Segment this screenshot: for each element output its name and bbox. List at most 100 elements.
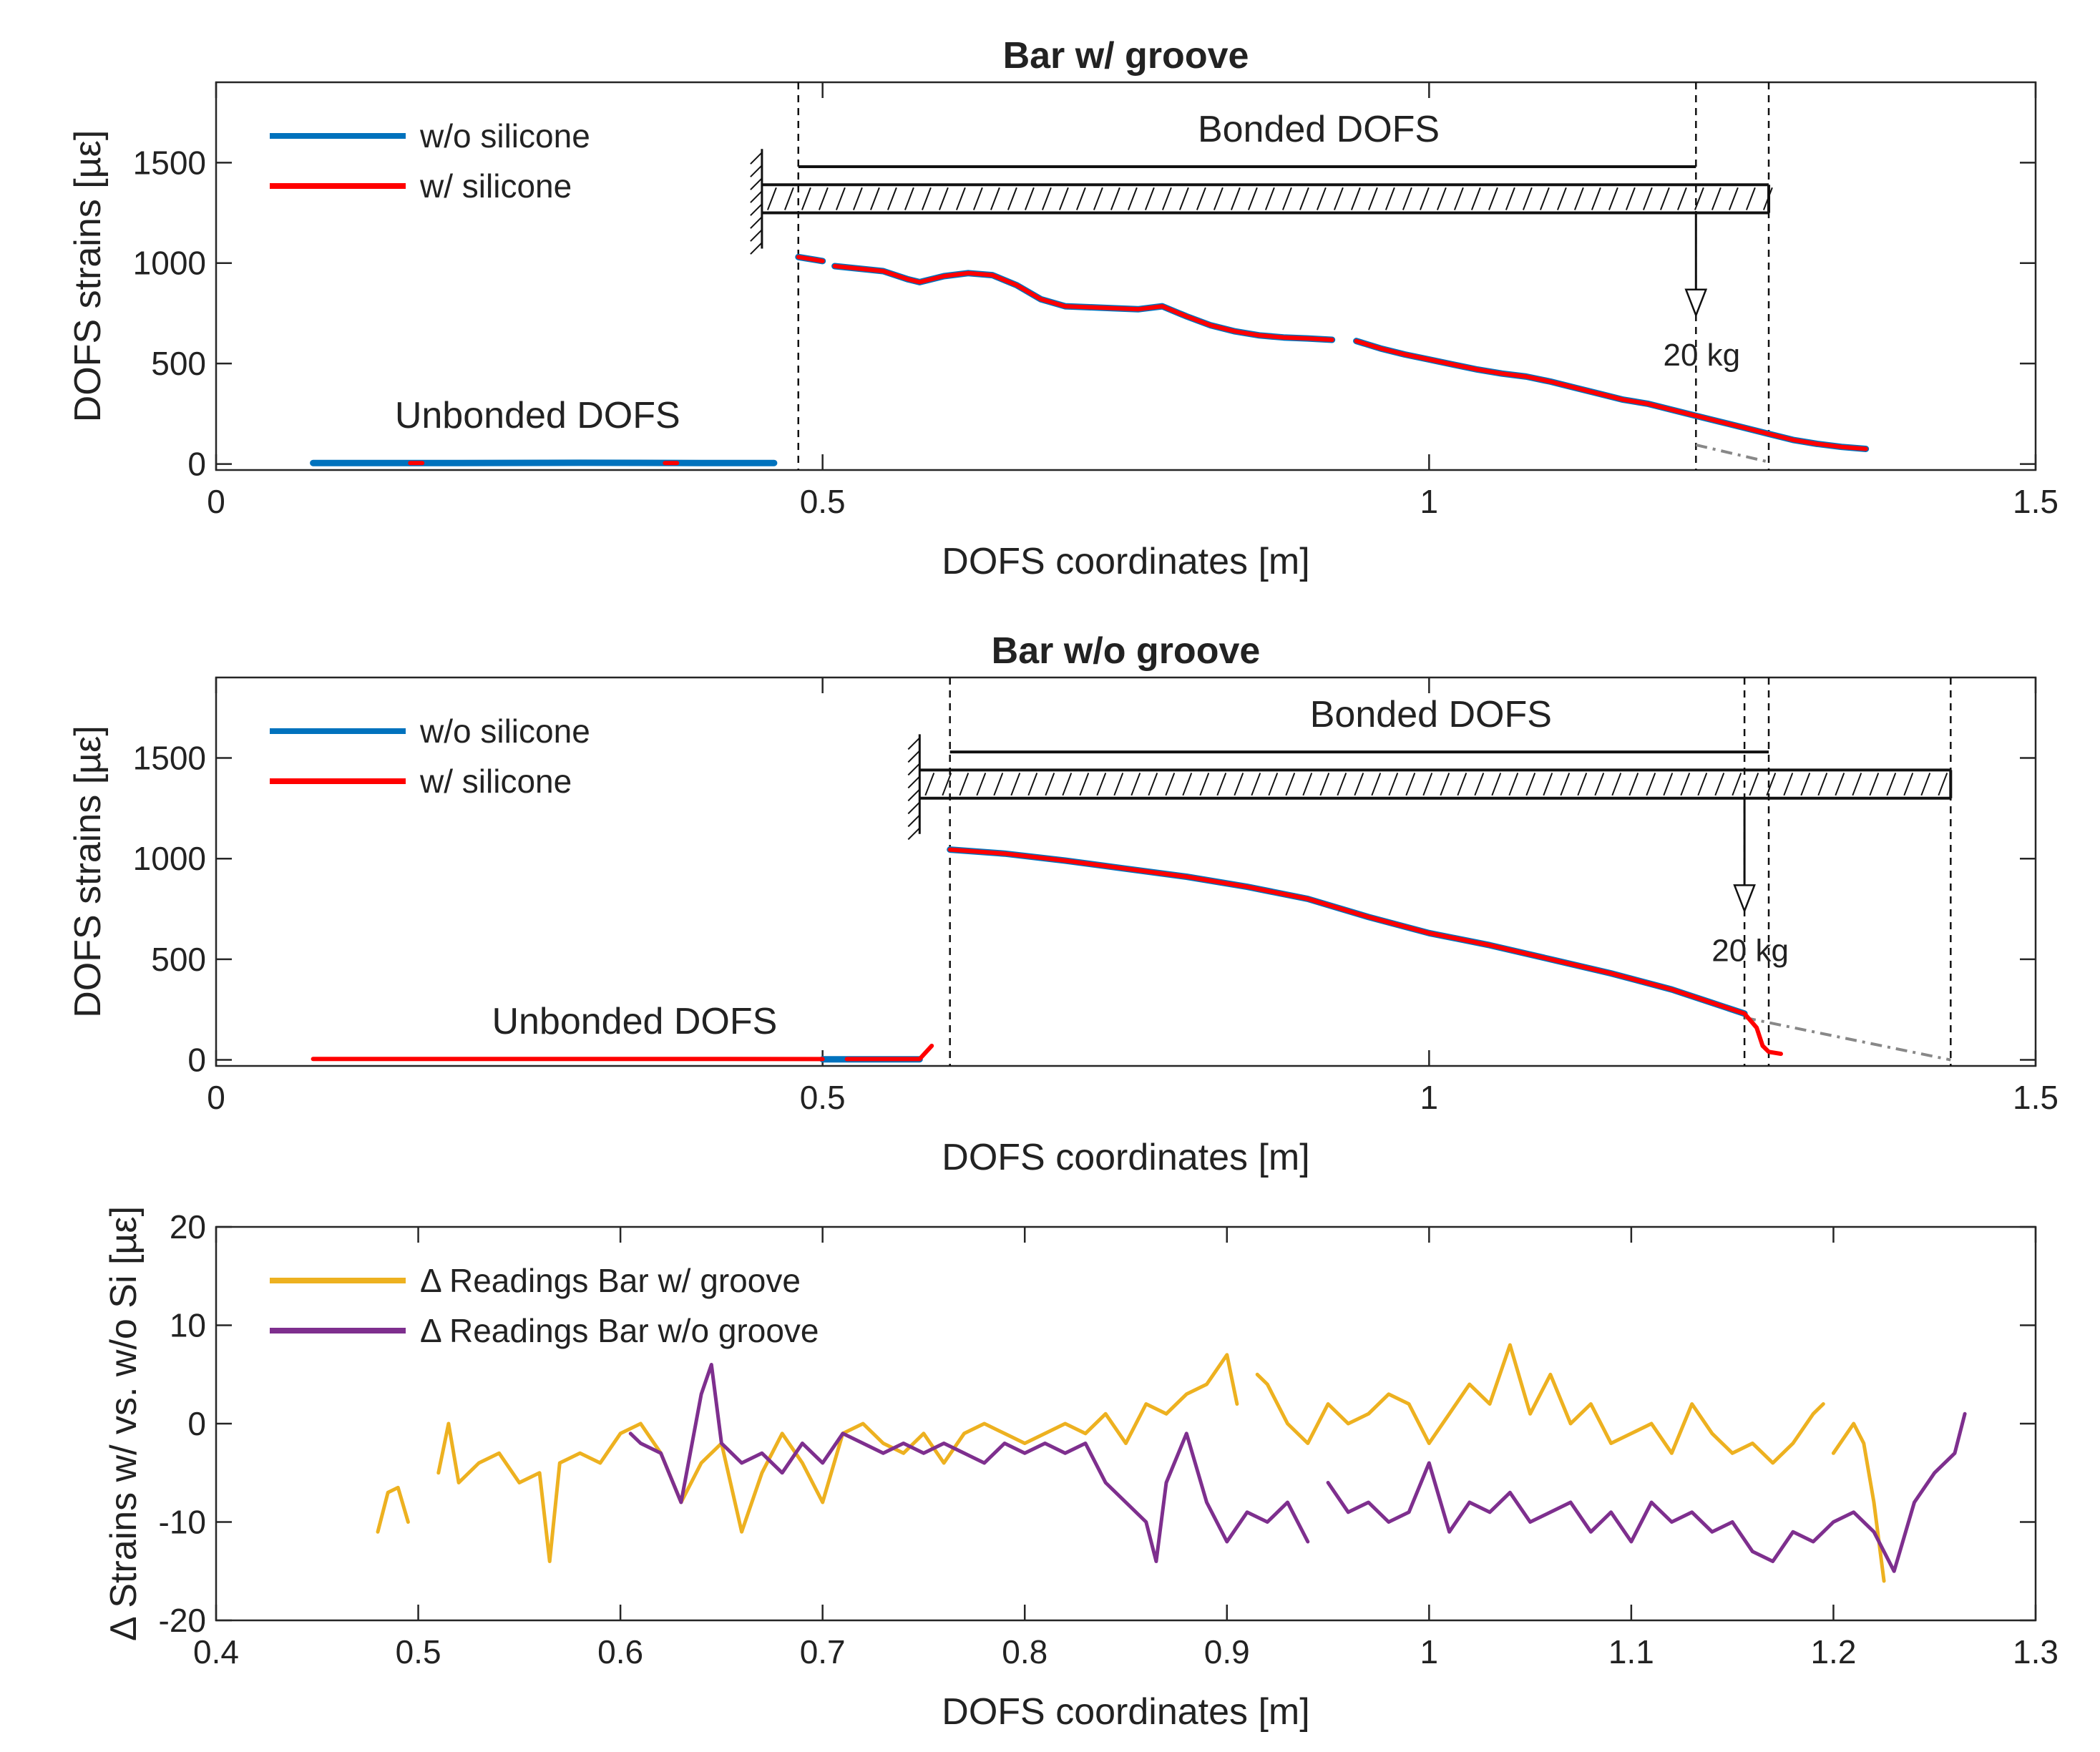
wall-hatch xyxy=(750,229,763,242)
beam-hatch xyxy=(1697,773,1708,796)
beam-hatch xyxy=(1628,773,1639,796)
y-tick-label: 500 xyxy=(151,345,206,382)
y-tick-label: 1500 xyxy=(133,740,206,777)
plot-frame xyxy=(215,81,2037,471)
beam-hatch xyxy=(1938,773,1948,796)
unbonded-label: Unbonded DOFS xyxy=(492,1001,777,1042)
beam-hatch xyxy=(1745,187,1756,210)
beam-hatch xyxy=(1577,773,1588,796)
beam-hatch xyxy=(976,773,987,796)
beam-hatch xyxy=(1749,773,1759,796)
series-1 xyxy=(376,1343,1886,1583)
beam-hatch xyxy=(1316,187,1327,210)
beam-hatch xyxy=(1522,187,1533,210)
beam-hatch xyxy=(1505,187,1515,210)
beam-hatch xyxy=(1216,773,1227,796)
beam-hatch xyxy=(1199,773,1210,796)
series-line xyxy=(376,1485,410,1534)
legend-label: w/o silicone xyxy=(419,117,590,155)
beam-hatch xyxy=(1470,187,1481,210)
legend-label: Δ Readings Bar w/ groove xyxy=(420,1262,801,1299)
y-axis-label: Δ Strains w/ vs. w/o Si [µε] xyxy=(103,1206,145,1641)
beam-hatch xyxy=(1711,187,1721,210)
chart-title: Bar w/ groove xyxy=(1003,35,1249,77)
x-tick-label: 0.8 xyxy=(1002,1633,1047,1670)
chart-3: 0.4 0.5 0.6 0.7 0.8 0.9 1 1.1 1.2 1.3 -20 -10 0 10 20 D… xyxy=(103,1206,2059,1733)
x-tick-label: 0.9 xyxy=(1204,1633,1250,1670)
beam-hatch xyxy=(1560,773,1571,796)
series-line xyxy=(831,263,1336,343)
beam-hatch xyxy=(938,187,949,210)
beam-hatch xyxy=(972,187,983,210)
y-tick-label: 0 xyxy=(187,1405,206,1442)
beam-hatch xyxy=(1234,773,1244,796)
chart-title: Bar w/o groove xyxy=(992,630,1261,672)
beam-hatch xyxy=(1367,187,1378,210)
y-axis-label: DOFS strains [µε] xyxy=(67,725,109,1018)
beam-hatch xyxy=(1079,773,1090,796)
wall-hatch xyxy=(907,763,921,776)
series-line xyxy=(1354,338,1868,451)
beam-hatch xyxy=(1611,773,1622,796)
beam-hatch xyxy=(1337,773,1347,796)
wall-hatch xyxy=(750,216,763,229)
y-tick-label: 10 xyxy=(170,1307,206,1344)
beam-hatch xyxy=(835,187,846,210)
series-line xyxy=(628,1363,1310,1563)
beam-hatch xyxy=(1127,187,1138,210)
beam-hatch xyxy=(1886,773,1897,796)
x-tick-label: 0.5 xyxy=(396,1633,441,1670)
beam-hatch xyxy=(1161,187,1172,210)
wall-hatch xyxy=(750,152,763,165)
wall-hatch xyxy=(750,203,763,216)
legend-label: w/o silicone xyxy=(419,713,590,750)
beam-hatch xyxy=(1405,773,1416,796)
beam-schematic: Bonded DOFS 20 kg Unbonded DOFS xyxy=(492,694,1953,1042)
beam-hatch xyxy=(1663,773,1674,796)
beam-hatch xyxy=(1422,773,1433,796)
beam-hatch xyxy=(1148,773,1158,796)
beam-hatch xyxy=(1268,773,1279,796)
beam-hatch xyxy=(1251,773,1261,796)
legend-label: w/ silicone xyxy=(419,167,572,205)
beam-hatch xyxy=(1646,773,1656,796)
beam-hatch xyxy=(1436,187,1447,210)
series-line xyxy=(1831,1421,1886,1583)
beam-hatch xyxy=(1766,773,1777,796)
wall-hatch xyxy=(907,750,921,763)
y-tick-label: 1000 xyxy=(133,245,206,282)
beam-hatch xyxy=(1488,187,1498,210)
beam-hatch xyxy=(766,187,777,210)
x-tick-label: 1.1 xyxy=(1608,1633,1654,1670)
beam-hatch xyxy=(1852,773,1862,796)
beam-hatch xyxy=(1110,187,1120,210)
beam-hatch xyxy=(1625,187,1636,210)
y-tick-label: -10 xyxy=(159,1504,206,1541)
beam-hatch xyxy=(818,187,829,210)
legend-label: w/ silicone xyxy=(419,763,572,800)
x-tick-label: 0 xyxy=(207,483,225,520)
beam-hatch xyxy=(1594,773,1605,796)
beam-hatch xyxy=(1474,773,1485,796)
beam-hatch xyxy=(993,773,1004,796)
y-tick-label: 1000 xyxy=(133,840,206,877)
beam-hatch xyxy=(1058,187,1069,210)
y-tick-label: -20 xyxy=(159,1602,206,1639)
beam-hatch xyxy=(1027,773,1038,796)
x-tick-label: 1 xyxy=(1420,483,1439,520)
beam-hatch xyxy=(1440,773,1450,796)
series-2 xyxy=(311,847,1783,1062)
beam-hatch xyxy=(1144,187,1155,210)
wall-hatch xyxy=(750,165,763,177)
beam-hatch xyxy=(1302,773,1313,796)
beam-hatch xyxy=(1007,187,1017,210)
y-tick-label: 1500 xyxy=(133,144,206,181)
x-tick-label: 0.5 xyxy=(800,483,846,520)
beam-hatch xyxy=(1591,187,1601,210)
beam-hatch xyxy=(1783,773,1794,796)
beam-hatch xyxy=(1903,773,1914,796)
beam-hatch xyxy=(1319,773,1330,796)
beam-schematic: Bonded DOFS 20 kg Unbonded DOFS xyxy=(395,109,1773,436)
beam-hatch xyxy=(1024,187,1035,210)
